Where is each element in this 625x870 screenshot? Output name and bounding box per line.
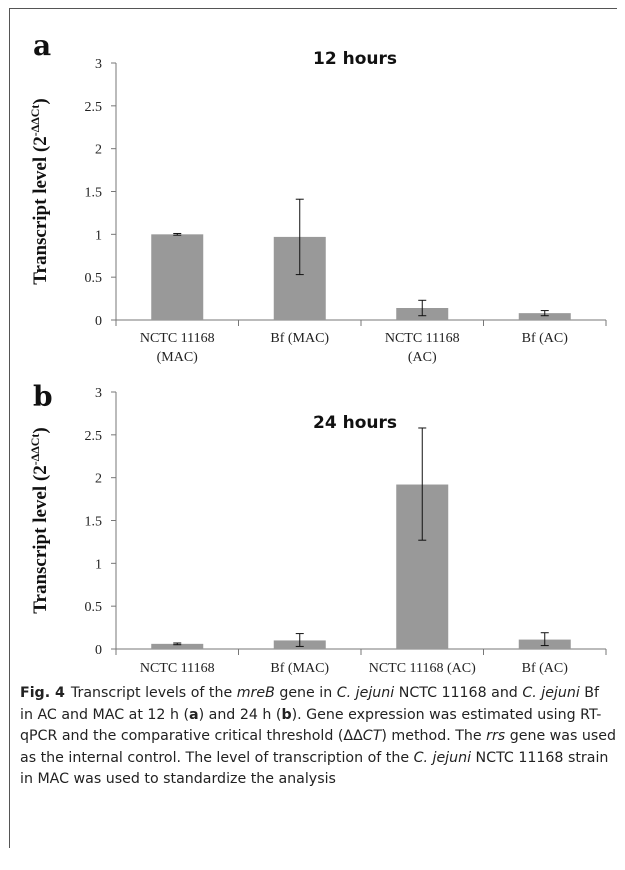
chart-title: 24 hours (313, 413, 397, 433)
category-label: Bf (MAC) (270, 661, 329, 676)
figure-charts: a 12 hours Transcript level (2-ΔΔCt) 0 0.5 1 1… (28, 29, 607, 676)
figure-caption: Fig. 4 Transcript levels of the mreB gene… (20, 683, 616, 791)
panel-letter: b (33, 380, 53, 413)
y-tick-label: 2.5 (85, 429, 103, 444)
y-tick-label: 1.5 (85, 186, 103, 201)
figure-frame-left (9, 8, 10, 848)
y-tick-label: 0.5 (85, 271, 103, 286)
y-tick-label: 3 (95, 57, 102, 72)
y-tick-label: 0.5 (85, 600, 103, 615)
category-label: (MAC) (157, 350, 199, 365)
figure-label: Fig. 4 (20, 685, 65, 701)
chart-panel-b: b 24 hours Transcript level (2-ΔΔCt) 0 0.5 1 1… (28, 380, 607, 676)
bar-1 (151, 643, 204, 649)
y-tick-label: 2 (95, 143, 102, 158)
bar-1 (151, 234, 204, 320)
panel-letter: a (33, 29, 51, 62)
category-label: NCTC 11168 (AC) (369, 661, 476, 676)
category-label: NCTC 11168 (385, 331, 460, 346)
y-tick-label: 1 (95, 557, 102, 572)
y-tick-label: 2 (95, 472, 102, 487)
y-tick-label: 1.5 (85, 515, 103, 530)
category-label: (AC) (408, 350, 437, 365)
category-label: NCTC 11168 (140, 661, 215, 676)
y-axis-label: Transcript level (2-ΔΔCt) (28, 427, 51, 614)
y-tick-label: 2.5 (85, 100, 103, 115)
category-label: Bf (AC) (522, 661, 569, 676)
y-tick-label: 0 (95, 643, 102, 658)
chart-panel-a: a 12 hours Transcript level (2-ΔΔCt) 0 0.5 1 1… (28, 29, 607, 365)
chart-title: 12 hours (313, 49, 397, 69)
category-label: Bf (AC) (522, 331, 569, 346)
y-tick-label: 1 (95, 228, 102, 243)
y-axis-label: Transcript level (2-ΔΔCt) (28, 98, 51, 285)
y-tick-label: 0 (95, 314, 102, 329)
caption-text: Transcript levels of the mreB gene in C.… (20, 685, 616, 788)
bar-4 (518, 313, 571, 320)
category-label: NCTC 11168 (140, 331, 215, 346)
category-label: Bf (MAC) (270, 331, 329, 346)
y-tick-label: 3 (95, 386, 102, 401)
figure-frame-top (9, 8, 617, 9)
